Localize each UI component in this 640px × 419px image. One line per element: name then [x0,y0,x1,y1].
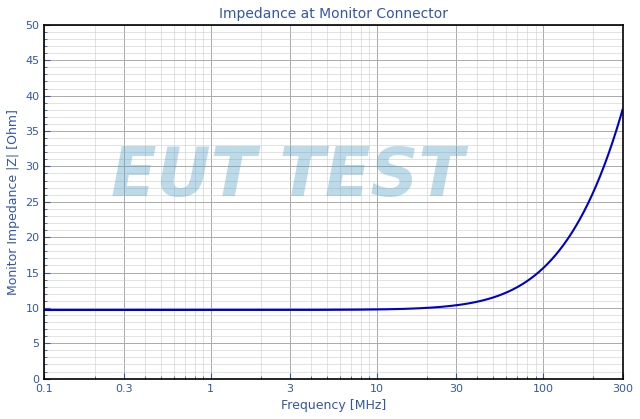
Title: Impedance at Monitor Connector: Impedance at Monitor Connector [219,7,448,21]
Y-axis label: Monitor Impedance |Z| [Ohm]: Monitor Impedance |Z| [Ohm] [7,109,20,295]
Text: EUT TEST: EUT TEST [111,144,464,210]
X-axis label: Frequency [MHz]: Frequency [MHz] [281,399,386,412]
